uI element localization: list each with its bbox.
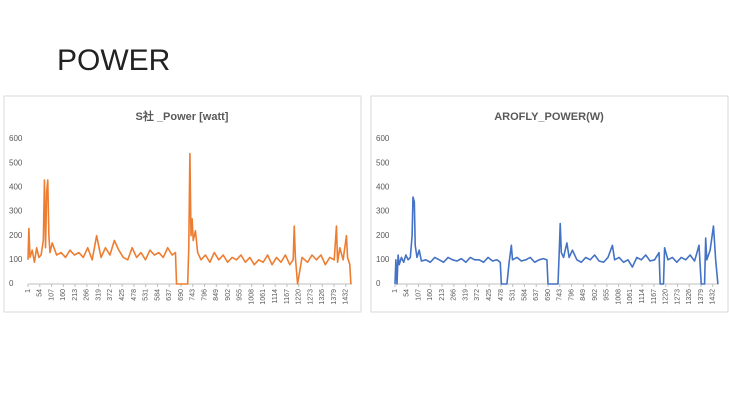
x-tick-label: 690 [545, 289, 552, 301]
x-tick-label: 319 [462, 289, 469, 301]
chart-title: AROFLY_POWER(W) [494, 111, 604, 123]
x-tick-label: 1220 [663, 289, 670, 305]
x-tick-label: 425 [119, 289, 126, 301]
y-tick-label: 500 [9, 158, 23, 167]
x-tick-label: 1326 [686, 289, 693, 305]
x-tick-label: 266 [84, 289, 91, 301]
x-tick-label: 319 [95, 289, 102, 301]
x-tick-label: 1008 [615, 289, 622, 305]
x-tick-label: 54 [404, 289, 411, 297]
x-tick-label: 160 [60, 289, 67, 301]
x-tick-label: 849 [580, 289, 587, 301]
y-tick-label: 0 [376, 279, 381, 288]
x-tick-label: 1167 [284, 289, 291, 304]
x-tick-label: 1 [392, 289, 399, 293]
x-tick-label: 107 [48, 289, 55, 301]
x-tick-label: 1061 [627, 289, 634, 305]
x-tick-label: 955 [604, 289, 611, 301]
x-tick-label: 1008 [248, 289, 255, 305]
y-tick-label: 100 [376, 255, 390, 264]
x-tick-label: 213 [439, 289, 446, 301]
data-line [27, 152, 352, 285]
x-tick-label: 637 [533, 289, 540, 301]
chart-frame [3, 95, 362, 313]
x-tick-label: 1114 [639, 289, 646, 304]
x-tick-label: 478 [131, 289, 138, 301]
x-tick-label: 849 [213, 289, 220, 301]
y-tick-label: 600 [376, 134, 390, 143]
x-tick-label: 213 [72, 289, 79, 301]
y-tick-label: 0 [9, 279, 14, 288]
y-tick-label: 300 [376, 207, 390, 216]
data-line [394, 196, 719, 285]
y-tick-label: 600 [9, 134, 23, 143]
x-tick-label: 1220 [296, 289, 303, 305]
x-tick-label: 902 [225, 289, 232, 301]
x-tick-label: 1167 [651, 289, 658, 304]
x-tick-label: 1114 [272, 289, 279, 304]
x-tick-label: 955 [237, 289, 244, 301]
x-tick-label: 1432 [710, 289, 717, 305]
y-tick-label: 200 [376, 231, 390, 240]
x-tick-label: 1379 [331, 289, 338, 305]
x-tick-label: 637 [166, 289, 173, 301]
x-tick-label: 107 [415, 289, 422, 301]
chart-title: S社 _Power [watt] [136, 109, 229, 123]
y-tick-label: 200 [9, 231, 23, 240]
x-tick-label: 796 [568, 289, 575, 301]
x-tick-label: 584 [154, 289, 161, 301]
x-tick-label: 902 [592, 289, 599, 301]
y-tick-label: 300 [9, 207, 23, 216]
x-tick-label: 266 [451, 289, 458, 301]
x-tick-label: 425 [486, 289, 493, 301]
x-tick-label: 743 [190, 289, 197, 301]
x-tick-label: 1326 [319, 289, 326, 305]
x-tick-label: 743 [557, 289, 564, 301]
x-tick-label: 584 [521, 289, 528, 301]
x-tick-label: 796 [201, 289, 208, 301]
x-tick-label: 1273 [674, 289, 681, 305]
x-tick-label: 478 [498, 289, 505, 301]
slide-title: POWER [57, 44, 170, 77]
chart-frame [370, 95, 729, 313]
x-tick-label: 531 [510, 289, 517, 301]
y-tick-label: 400 [376, 182, 390, 191]
x-tick-label: 372 [474, 289, 481, 301]
x-tick-label: 1 [25, 289, 32, 293]
x-tick-label: 690 [178, 289, 185, 301]
x-tick-label: 372 [107, 289, 114, 301]
y-tick-label: 100 [9, 255, 23, 264]
x-tick-label: 1061 [260, 289, 267, 305]
x-tick-label: 1273 [307, 289, 314, 305]
y-tick-label: 400 [9, 182, 23, 191]
x-tick-label: 160 [427, 289, 434, 301]
x-tick-label: 54 [37, 289, 44, 297]
x-tick-label: 1379 [698, 289, 705, 305]
x-tick-label: 531 [143, 289, 150, 301]
x-tick-label: 1432 [343, 289, 350, 305]
y-tick-label: 500 [376, 158, 390, 167]
